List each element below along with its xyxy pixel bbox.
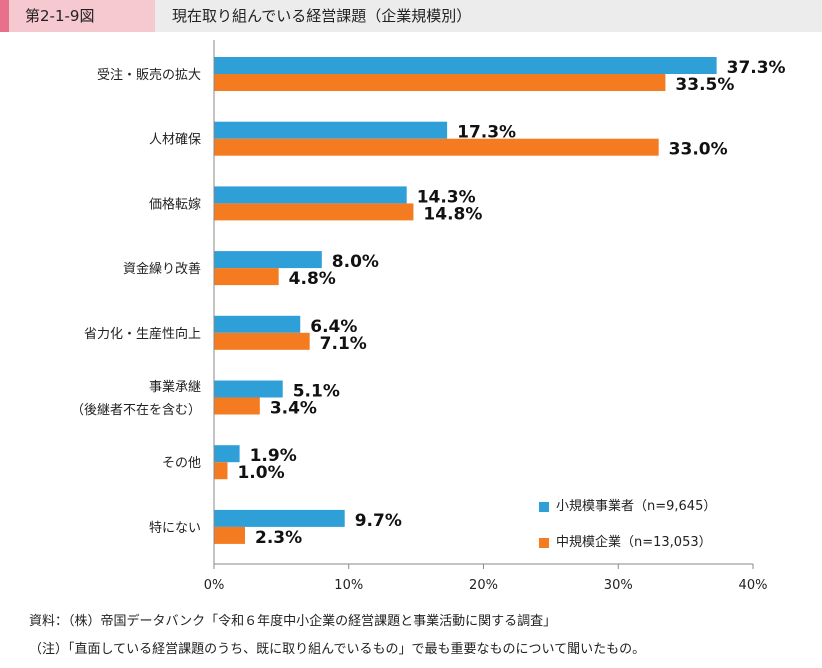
data-label: 33.0% xyxy=(669,140,728,160)
x-tick-label: 40% xyxy=(739,578,768,593)
legend-label-small: 小規模事業者（n=9,645） xyxy=(556,499,717,514)
data-label: 9.7% xyxy=(355,511,402,531)
legend-swatch-small xyxy=(539,502,549,512)
bar-small xyxy=(214,57,717,74)
bar-chart: 受注・販売の拡大 37.3%33.5% 人材確保 17.3% 33.0% 価格転嫁 14.3… xyxy=(71,40,786,593)
x-tick-label: 10% xyxy=(334,578,363,593)
bar-medium xyxy=(214,332,310,350)
data-label: 1.0% xyxy=(237,463,284,483)
category-label: （後継者不在を含む） xyxy=(71,402,201,418)
category-label: 省力化・生産性向上 xyxy=(84,326,201,342)
bar-medium xyxy=(214,462,228,480)
category-label: 事業承継 xyxy=(149,379,201,395)
legend-swatch-medium xyxy=(539,538,549,548)
bar-small xyxy=(214,251,322,269)
data-label: 17.3% xyxy=(457,123,516,143)
category-label: 資金繰り改善 xyxy=(123,261,201,277)
bar-small xyxy=(214,509,345,527)
bar-medium xyxy=(214,203,414,221)
category-label: その他 xyxy=(162,456,201,471)
data-label: 1.9% xyxy=(250,446,297,466)
bar-small xyxy=(214,121,448,139)
bar-small xyxy=(214,315,301,333)
data-label: 14.8% xyxy=(423,204,482,224)
bar-medium xyxy=(214,526,245,544)
legend-item-small: 小規模事業者（n=9,645） xyxy=(539,498,716,516)
bar-small xyxy=(214,380,283,398)
category-label: 価格転嫁 xyxy=(149,196,201,212)
bar-medium xyxy=(214,268,279,286)
figure-number: 第2-1-9図 xyxy=(9,0,155,32)
data-label: 37.3% xyxy=(727,58,786,78)
bar-small xyxy=(214,445,240,463)
data-label: 3.4% xyxy=(270,399,317,419)
bar-medium xyxy=(214,397,260,415)
header-accent-bar xyxy=(0,0,9,32)
x-tick-label: 20% xyxy=(469,578,498,593)
data-label: 5.1% xyxy=(293,382,340,402)
chart-legend: 小規模事業者（n=9,645） 中規模企業（n=13,053） xyxy=(539,498,716,570)
legend-item-medium: 中規模企業（n=13,053） xyxy=(539,534,716,552)
data-label: 33.5% xyxy=(675,75,734,95)
x-tick-label: 30% xyxy=(604,578,633,593)
data-label: 8.0% xyxy=(332,252,379,272)
data-label: 6.4% xyxy=(310,317,357,337)
x-tick-label: 0% xyxy=(204,578,225,593)
figure-title: 現在取り組んでいる経営課題（企業規模別） xyxy=(172,7,472,25)
data-label: 4.8% xyxy=(289,269,336,289)
footnotes: 資料：（株）帝国データバンク「令和６年度中小企業の経営課題と事業活動に関する調査… xyxy=(29,612,645,668)
legend-label-medium: 中規模企業（n=13,053） xyxy=(556,535,712,550)
category-label: 人材確保 xyxy=(149,132,201,148)
category-label: 受注・販売の拡大 xyxy=(97,67,201,83)
source-note: 資料：（株）帝国データバンク「令和６年度中小企業の経営課題と事業活動に関する調査… xyxy=(29,614,557,629)
category-label: 特にない xyxy=(149,521,201,536)
remark-note: （注）「直面している経営課題のうち、既に取り組んでいるもの」で最も重要なものにつ… xyxy=(29,642,646,657)
data-label: 7.1% xyxy=(320,334,367,354)
data-label: 14.3% xyxy=(417,187,476,207)
bar-medium xyxy=(214,74,666,91)
figure-header: 第2-1-9図 現在取り組んでいる経営課題（企業規模別） xyxy=(0,0,822,32)
bar-small xyxy=(214,186,407,204)
data-label: 2.3% xyxy=(255,528,302,548)
bar-medium xyxy=(214,138,659,156)
